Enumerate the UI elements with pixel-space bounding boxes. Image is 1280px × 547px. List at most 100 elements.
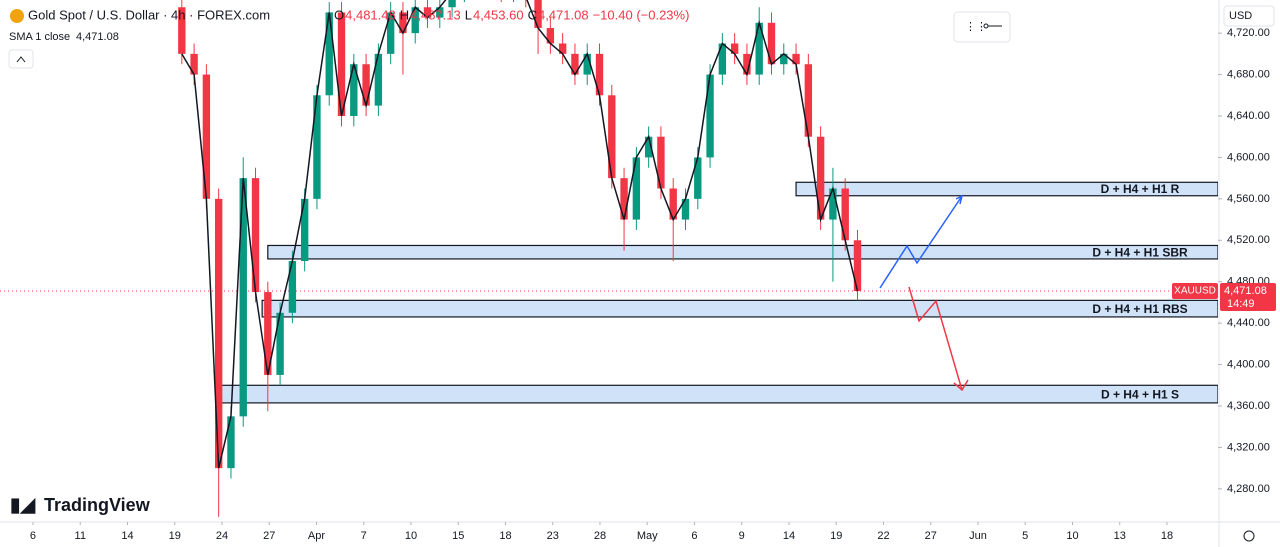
x-tick-label: 6 (30, 530, 36, 542)
candle-body (816, 136, 825, 220)
settings-icon[interactable] (1243, 530, 1255, 542)
x-tick-label: 18 (1161, 530, 1173, 542)
candle-body (350, 64, 358, 116)
ohlc-key: L (465, 7, 472, 22)
x-tick-label: 23 (547, 530, 559, 542)
x-tick-label: May (637, 530, 658, 542)
candle-body (178, 7, 186, 54)
ohlc-key: H (400, 7, 409, 22)
collapse-button[interactable] (8, 49, 34, 69)
candle-body (792, 53, 800, 65)
ohlc-value: 4,453.60 (473, 7, 524, 22)
candle-body (214, 198, 223, 469)
candle-body (657, 136, 665, 189)
candle-body (399, 12, 407, 34)
x-tick-label: 28 (594, 530, 606, 542)
bullish-projection (879, 195, 963, 289)
ohlc-value: 4,487.13 (410, 7, 461, 22)
zone-label: D + H4 + H1 RBS (1092, 302, 1187, 316)
currency[interactable]: USD (1229, 10, 1252, 22)
candle-body (718, 43, 727, 75)
candle-body (288, 261, 297, 313)
y-tick-label: 4,520.00 (1227, 234, 1270, 246)
candle-body (853, 240, 862, 292)
collapse-icon (16, 56, 26, 63)
candle-body (411, 7, 419, 34)
y-tick-label: 4,400.00 (1227, 358, 1270, 370)
candle-body (841, 188, 849, 241)
y-tick-label: 4,560.00 (1227, 193, 1270, 205)
x-tick-label: 5 (1022, 530, 1028, 542)
candle-body (534, 0, 542, 28)
zone-label: D + H4 + H1 R (1101, 182, 1180, 196)
candle-body (202, 74, 211, 199)
price-tag (1220, 282, 1276, 311)
candle-body (804, 64, 813, 137)
candle-body (755, 22, 763, 75)
y-tick-label: 4,440.00 (1227, 317, 1270, 329)
x-tick-label: 19 (169, 530, 181, 542)
x-tick-label: 7 (361, 530, 367, 542)
x-tick-label: 9 (739, 530, 745, 542)
candle-body (829, 188, 837, 220)
x-tick-label: 19 (830, 530, 842, 542)
candle-body (448, 0, 456, 8)
candle-body (362, 64, 370, 106)
indicator-name[interactable]: SMA 1 close (9, 31, 70, 43)
candle-body (325, 12, 333, 96)
candle-body (620, 178, 628, 220)
ohlc-value: 4,481.48 (345, 7, 396, 22)
candle-body (632, 157, 641, 220)
x-tick-label: 27 (925, 530, 937, 542)
y-tick-label: 4,600.00 (1227, 151, 1270, 163)
zone (267, 244, 1218, 260)
line-tool-point (983, 23, 989, 29)
y-tick-label: 4,720.00 (1227, 27, 1270, 39)
candle-body (730, 43, 739, 54)
candle-body (227, 416, 235, 469)
zone (795, 181, 1218, 197)
drawing-toolbar[interactable] (953, 11, 1011, 43)
candle-body (546, 27, 555, 44)
drag-handle[interactable]: ⋮⋮ (965, 21, 987, 33)
bearish-projection (908, 286, 963, 391)
x-tick-label: 6 (691, 530, 697, 542)
zone (217, 384, 1218, 404)
zone-label: D + H4 + H1 S (1101, 387, 1179, 401)
x-tick-label: 14 (783, 530, 795, 542)
x-tick-label: 22 (877, 530, 889, 542)
candle-body (423, 7, 432, 18)
brand-logo: ▮◢ (10, 495, 35, 516)
candle-body (583, 53, 591, 75)
x-tick-label: 27 (263, 530, 275, 542)
symbol-title[interactable]: Gold Spot / U.S. Dollar · 4h · FOREX.com (28, 7, 270, 22)
symbol-tag (1172, 282, 1218, 299)
candle-body (337, 12, 346, 116)
ohlc-value: 4,471.08 (538, 7, 589, 22)
countdown: 14:49 (1227, 298, 1255, 310)
currency-button[interactable] (1223, 5, 1275, 27)
candle-body (251, 178, 260, 293)
x-tick-label: 14 (121, 530, 133, 542)
y-tick-label: 4,320.00 (1227, 441, 1270, 453)
candle-body (743, 53, 751, 75)
symbol-icon (10, 9, 24, 23)
candle-body (300, 198, 309, 261)
candle-body (706, 74, 714, 158)
y-tick-label: 4,280.00 (1227, 483, 1270, 495)
arrow-head (955, 194, 964, 205)
zone (261, 299, 1218, 318)
x-tick-label: 13 (1114, 530, 1126, 542)
legend: Gold Spot / U.S. Dollar · 4h · FOREX.com… (8, 7, 270, 69)
y-tick-label: 4,360.00 (1227, 400, 1270, 412)
sma-line (181, 0, 859, 469)
x-tick-label: 24 (216, 530, 228, 542)
price-tag-label: 4,471.08 (1224, 285, 1267, 297)
candle-body (239, 178, 247, 417)
candle-body (694, 157, 702, 199)
candle-body (264, 292, 272, 375)
y-tick-label: 4,680.00 (1227, 68, 1270, 80)
plot-area (0, 0, 1218, 517)
candle-body (681, 198, 690, 220)
